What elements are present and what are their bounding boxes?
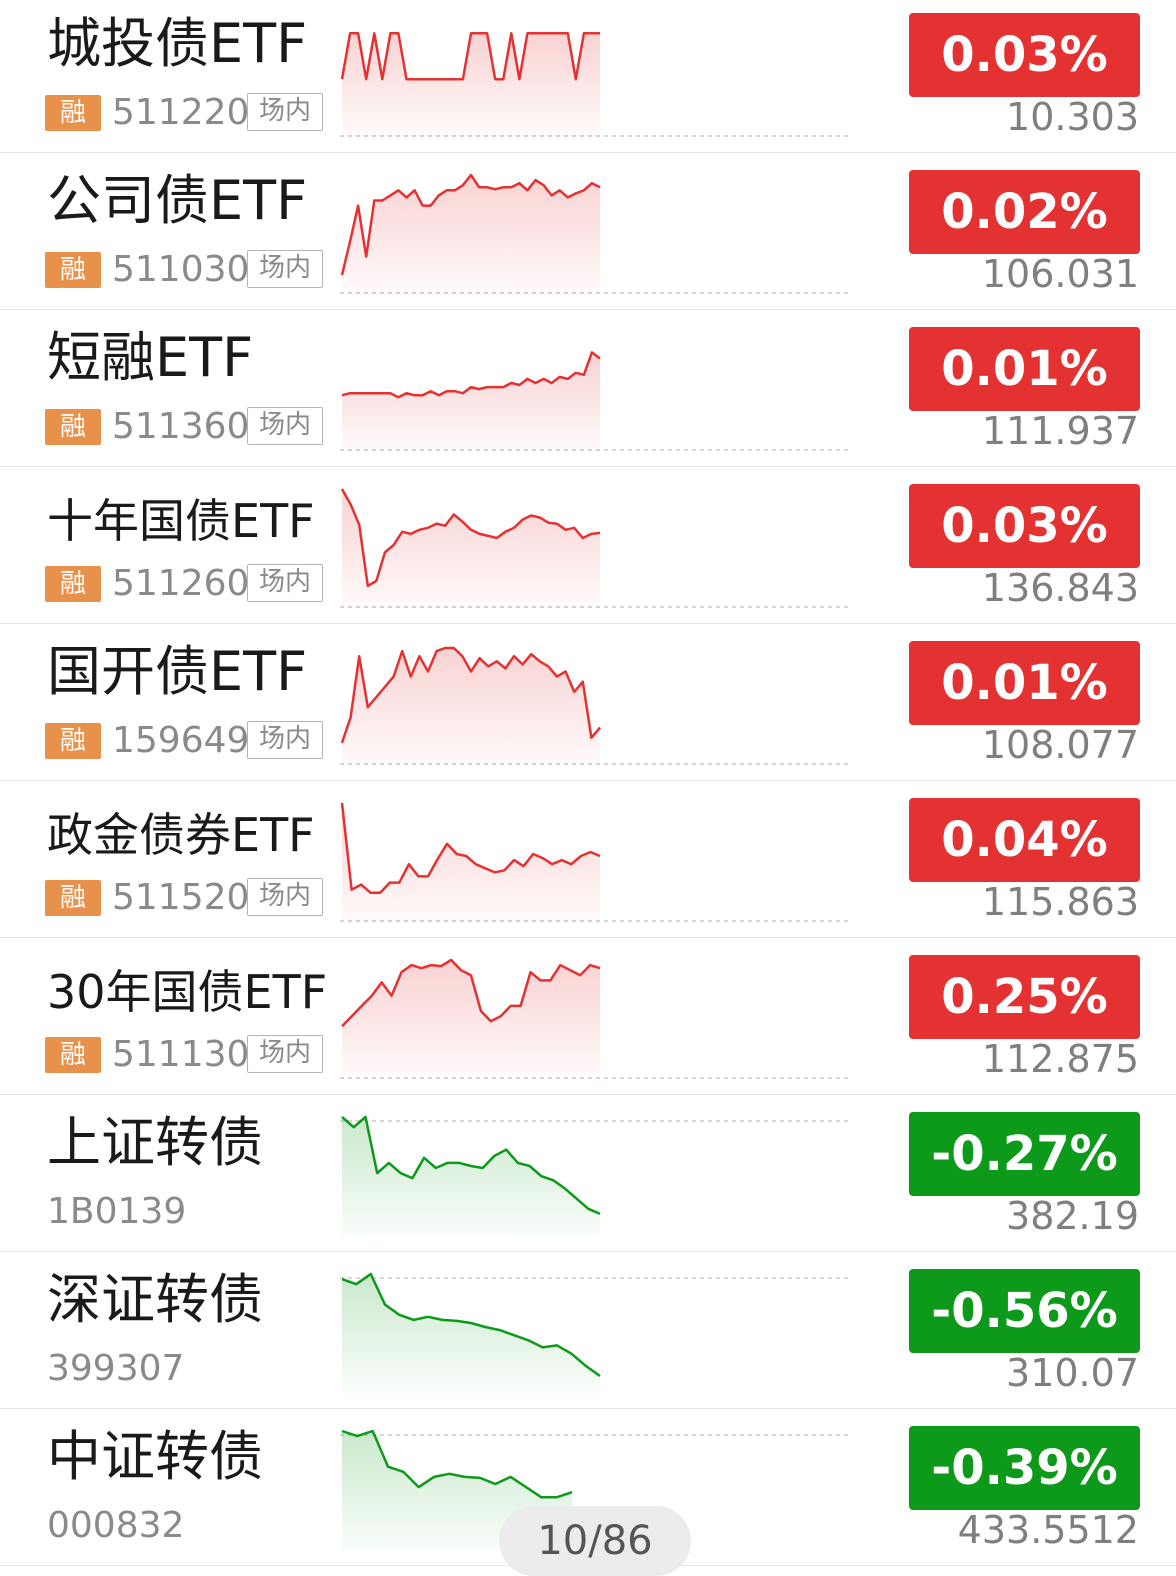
list-item[interactable]: 城投债ETF 融 511220 场内 0.03% 10.303 bbox=[0, 0, 1176, 153]
market-badge: 场内 bbox=[247, 407, 323, 445]
sparkline-area bbox=[342, 803, 600, 923]
intraday-sparkline bbox=[340, 351, 852, 452]
security-code: 511360 bbox=[112, 406, 250, 447]
security-code: 511030 bbox=[112, 249, 250, 290]
margin-badge: 融 bbox=[45, 95, 101, 131]
list-item[interactable]: 公司债ETF 融 511030 场内 0.02% 106.031 bbox=[0, 153, 1176, 310]
security-name: 上证转债 bbox=[47, 1111, 263, 1174]
change-percent-button[interactable]: 0.04% bbox=[909, 798, 1140, 882]
sparkline-area bbox=[342, 352, 600, 452]
sparkline-area bbox=[342, 175, 600, 295]
change-percent-button[interactable]: -0.27% bbox=[909, 1112, 1140, 1196]
sparkline-area bbox=[342, 1117, 600, 1237]
sparkline-area bbox=[342, 960, 600, 1080]
list-item[interactable]: 30年国债ETF 融 511130 场内 0.25% 112.875 bbox=[0, 938, 1176, 1095]
security-name: 短融ETF bbox=[47, 326, 254, 389]
list-item[interactable]: 政金债券ETF 融 511520 场内 0.04% 115.863 bbox=[0, 781, 1176, 938]
security-name: 公司债ETF bbox=[47, 169, 308, 232]
latest-price: 310.07 bbox=[1006, 1351, 1139, 1395]
sparkline-line bbox=[341, 958, 601, 1028]
security-code: 000832 bbox=[47, 1505, 185, 1546]
intraday-sparkline bbox=[340, 488, 852, 609]
latest-price: 136.843 bbox=[981, 566, 1139, 610]
latest-price: 112.875 bbox=[981, 1037, 1139, 1081]
security-name: 政金债券ETF bbox=[47, 808, 315, 862]
change-percent-button[interactable]: 0.03% bbox=[909, 13, 1140, 97]
market-badge: 场内 bbox=[247, 250, 323, 288]
list-item[interactable]: 深证转债 399307 -0.56% 310.07 bbox=[0, 1252, 1176, 1409]
sparkline-area bbox=[342, 33, 600, 138]
margin-badge: 融 bbox=[45, 1037, 101, 1073]
security-code: 399307 bbox=[47, 1348, 185, 1389]
security-code: 1B0139 bbox=[47, 1191, 187, 1232]
margin-badge: 融 bbox=[45, 566, 101, 602]
sparkline-area bbox=[342, 1274, 600, 1394]
security-code: 511130 bbox=[112, 1034, 250, 1075]
security-code: 511220 bbox=[112, 92, 250, 133]
sparkline-area bbox=[342, 648, 600, 766]
change-percent-button[interactable]: 0.25% bbox=[909, 955, 1140, 1039]
sparkline-line bbox=[341, 1429, 573, 1499]
list-item[interactable]: 短融ETF 融 511360 场内 0.01% 111.937 bbox=[0, 310, 1176, 467]
change-percent-button[interactable]: -0.39% bbox=[909, 1426, 1140, 1510]
list-item[interactable]: 上证转债 1B0139 -0.27% 382.19 bbox=[0, 1095, 1176, 1252]
sparkline-line bbox=[340, 802, 601, 895]
intraday-sparkline bbox=[340, 958, 852, 1080]
market-badge: 场内 bbox=[247, 878, 323, 916]
margin-badge: 融 bbox=[45, 409, 101, 445]
market-badge: 场内 bbox=[247, 93, 323, 131]
security-code: 159649 bbox=[112, 720, 250, 761]
sparkline-line bbox=[340, 488, 601, 588]
security-name: 国开债ETF bbox=[47, 640, 308, 703]
sparkline-line bbox=[341, 1272, 601, 1378]
latest-price: 433.5512 bbox=[957, 1508, 1139, 1552]
intraday-sparkline bbox=[340, 802, 852, 923]
security-code: 511520 bbox=[112, 877, 250, 918]
list-item[interactable]: 十年国债ETF 融 511260 场内 0.03% 136.843 bbox=[0, 467, 1176, 624]
sparkline-line bbox=[340, 646, 601, 744]
change-percent-button[interactable]: 0.01% bbox=[909, 641, 1140, 725]
security-name: 30年国债ETF bbox=[47, 965, 328, 1019]
security-name: 中证转债 bbox=[47, 1425, 263, 1488]
latest-price: 115.863 bbox=[981, 880, 1139, 924]
security-code: 511260 bbox=[112, 563, 250, 604]
market-badge: 场内 bbox=[247, 721, 323, 759]
sparkline-line bbox=[340, 173, 601, 276]
security-name: 深证转债 bbox=[47, 1268, 263, 1331]
margin-badge: 融 bbox=[45, 723, 101, 759]
intraday-sparkline bbox=[340, 1115, 852, 1237]
intraday-sparkline bbox=[340, 173, 852, 295]
intraday-sparkline bbox=[340, 1272, 852, 1394]
intraday-sparkline bbox=[340, 646, 852, 766]
sparkline-line bbox=[341, 351, 601, 399]
sparkline-line bbox=[341, 1115, 601, 1216]
list-item[interactable]: 国开债ETF 融 159649 场内 0.01% 108.077 bbox=[0, 624, 1176, 781]
change-percent-button[interactable]: -0.56% bbox=[909, 1269, 1140, 1353]
market-badge: 场内 bbox=[247, 1035, 323, 1073]
security-name: 十年国债ETF bbox=[47, 494, 315, 548]
intraday-sparkline bbox=[340, 32, 852, 138]
change-percent-button[interactable]: 0.02% bbox=[909, 170, 1140, 254]
latest-price: 108.077 bbox=[981, 723, 1139, 767]
security-name: 城投债ETF bbox=[47, 12, 308, 75]
sparkline-area bbox=[342, 489, 600, 609]
margin-badge: 融 bbox=[45, 252, 101, 288]
latest-price: 382.19 bbox=[1006, 1194, 1139, 1238]
latest-price: 10.303 bbox=[1006, 95, 1139, 139]
latest-price: 111.937 bbox=[981, 409, 1139, 453]
margin-badge: 融 bbox=[45, 880, 101, 916]
latest-price: 106.031 bbox=[981, 252, 1139, 296]
change-percent-button[interactable]: 0.01% bbox=[909, 327, 1140, 411]
page-indicator: 10/86 bbox=[499, 1506, 691, 1576]
change-percent-button[interactable]: 0.03% bbox=[909, 484, 1140, 568]
sparkline-line bbox=[340, 32, 600, 81]
market-badge: 场内 bbox=[247, 564, 323, 602]
